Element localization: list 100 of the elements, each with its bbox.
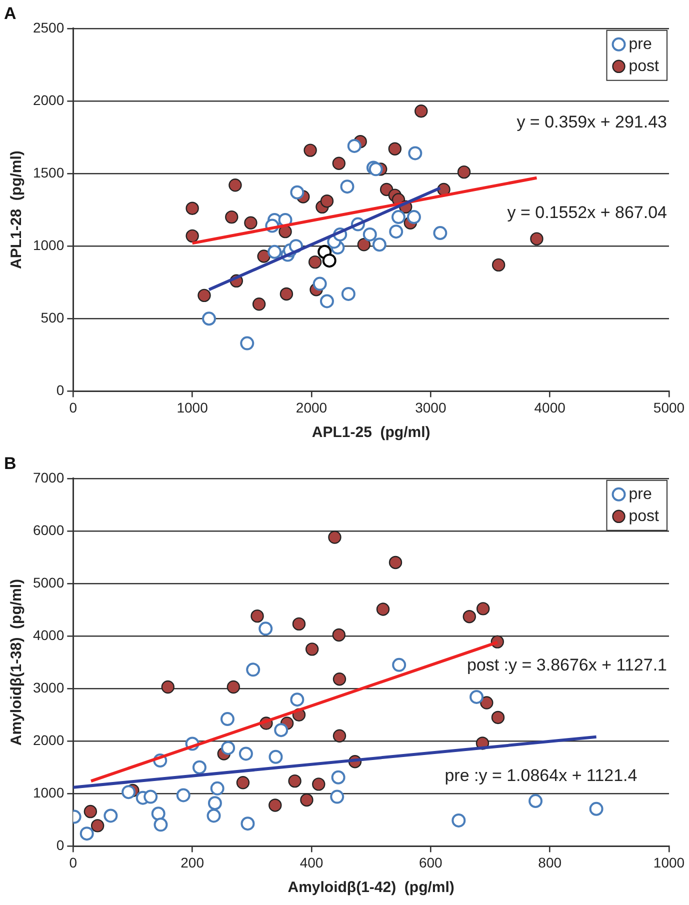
y-tick-label: 3000 [32, 679, 64, 696]
point [240, 816, 255, 831]
point [104, 808, 118, 823]
point [304, 144, 317, 157]
point [332, 628, 346, 642]
point [589, 802, 604, 816]
point [433, 226, 448, 240]
point [186, 229, 199, 243]
y-tick-label: 2000 [32, 732, 64, 748]
y-tick-label: 2000 [32, 92, 64, 108]
point [332, 729, 346, 742]
point [389, 224, 404, 239]
point [90, 819, 104, 832]
point [176, 788, 190, 802]
point [226, 680, 240, 694]
x-tick-label: 3000 [415, 399, 446, 416]
point [202, 312, 216, 326]
y-tick-label: 6000 [32, 522, 64, 538]
point [332, 156, 346, 170]
y-axis-title: APL1-28 (pg/ml) [8, 150, 26, 269]
point [392, 658, 406, 672]
y-tick-label: 1000 [32, 784, 64, 801]
point [246, 662, 260, 677]
point [457, 165, 471, 179]
point [312, 276, 327, 291]
point [290, 692, 304, 707]
point [320, 194, 334, 208]
point [280, 287, 294, 301]
point [236, 776, 250, 790]
point [274, 723, 288, 738]
point [372, 238, 386, 252]
point [240, 336, 254, 350]
point [290, 185, 304, 200]
x-axis-title: Amyloidβ(1-42) (pg/ml) [288, 879, 454, 896]
point [186, 202, 199, 215]
point [388, 142, 402, 156]
y-tick-label: 500 [40, 310, 64, 326]
point [220, 712, 234, 726]
point [250, 609, 264, 623]
x-tick-label: 5000 [653, 399, 685, 416]
point [492, 258, 506, 272]
point [292, 617, 306, 631]
point [268, 798, 282, 812]
point [452, 813, 466, 828]
point [330, 790, 344, 804]
point [414, 104, 428, 118]
point [322, 254, 336, 268]
point [268, 244, 282, 259]
point [206, 808, 221, 823]
legend-label: post [628, 508, 660, 525]
annotation: post :y = 3.8676x + 1127.1 [466, 656, 667, 675]
y-tick-label: 1000 [32, 236, 64, 253]
x-tick-label: 200 [180, 854, 204, 870]
point [528, 794, 543, 808]
point [388, 556, 402, 570]
point [144, 790, 158, 804]
point [328, 530, 342, 544]
x-tick-label: 800 [538, 854, 562, 870]
point [347, 138, 362, 153]
point [305, 642, 319, 656]
point [84, 804, 98, 818]
chart-title: A [4, 4, 16, 23]
point [268, 750, 283, 764]
point [257, 250, 270, 263]
y-axis-title: Amyloidβ(1-38) (pg/ml) [8, 578, 26, 746]
point [480, 696, 494, 710]
y-tick-label: 0 [56, 837, 64, 854]
point [221, 740, 236, 755]
point [391, 210, 406, 224]
x-axis-title: APL1-25 (pg/ml) [312, 424, 430, 442]
point [228, 178, 242, 192]
point [198, 288, 211, 302]
point [476, 602, 490, 616]
x-tick-label: 600 [418, 854, 443, 870]
point [332, 672, 346, 686]
point [406, 210, 421, 224]
point [376, 602, 390, 616]
point [244, 216, 258, 230]
point [462, 610, 476, 624]
point [362, 227, 377, 242]
point [312, 778, 326, 791]
point [341, 286, 356, 301]
point [278, 224, 292, 238]
y-tick-label: 4000 [32, 626, 64, 643]
legend-label: pre [628, 36, 652, 53]
point [192, 760, 206, 774]
point [300, 793, 314, 807]
x-tick-label: 0 [69, 854, 78, 870]
x-tick-label: 2000 [296, 399, 328, 416]
point [154, 818, 168, 832]
x-tick-label: 1000 [176, 399, 208, 416]
y-tick-label: 5000 [32, 574, 64, 590]
annotation: y = 0.1552x + 867.04 [507, 203, 667, 222]
point [368, 162, 383, 176]
annotation: y = 0.359x + 291.43 [516, 112, 667, 132]
point [80, 826, 94, 841]
point [238, 746, 253, 761]
point [491, 710, 505, 724]
y-tick-label: 2500 [32, 19, 64, 36]
point [122, 785, 136, 800]
